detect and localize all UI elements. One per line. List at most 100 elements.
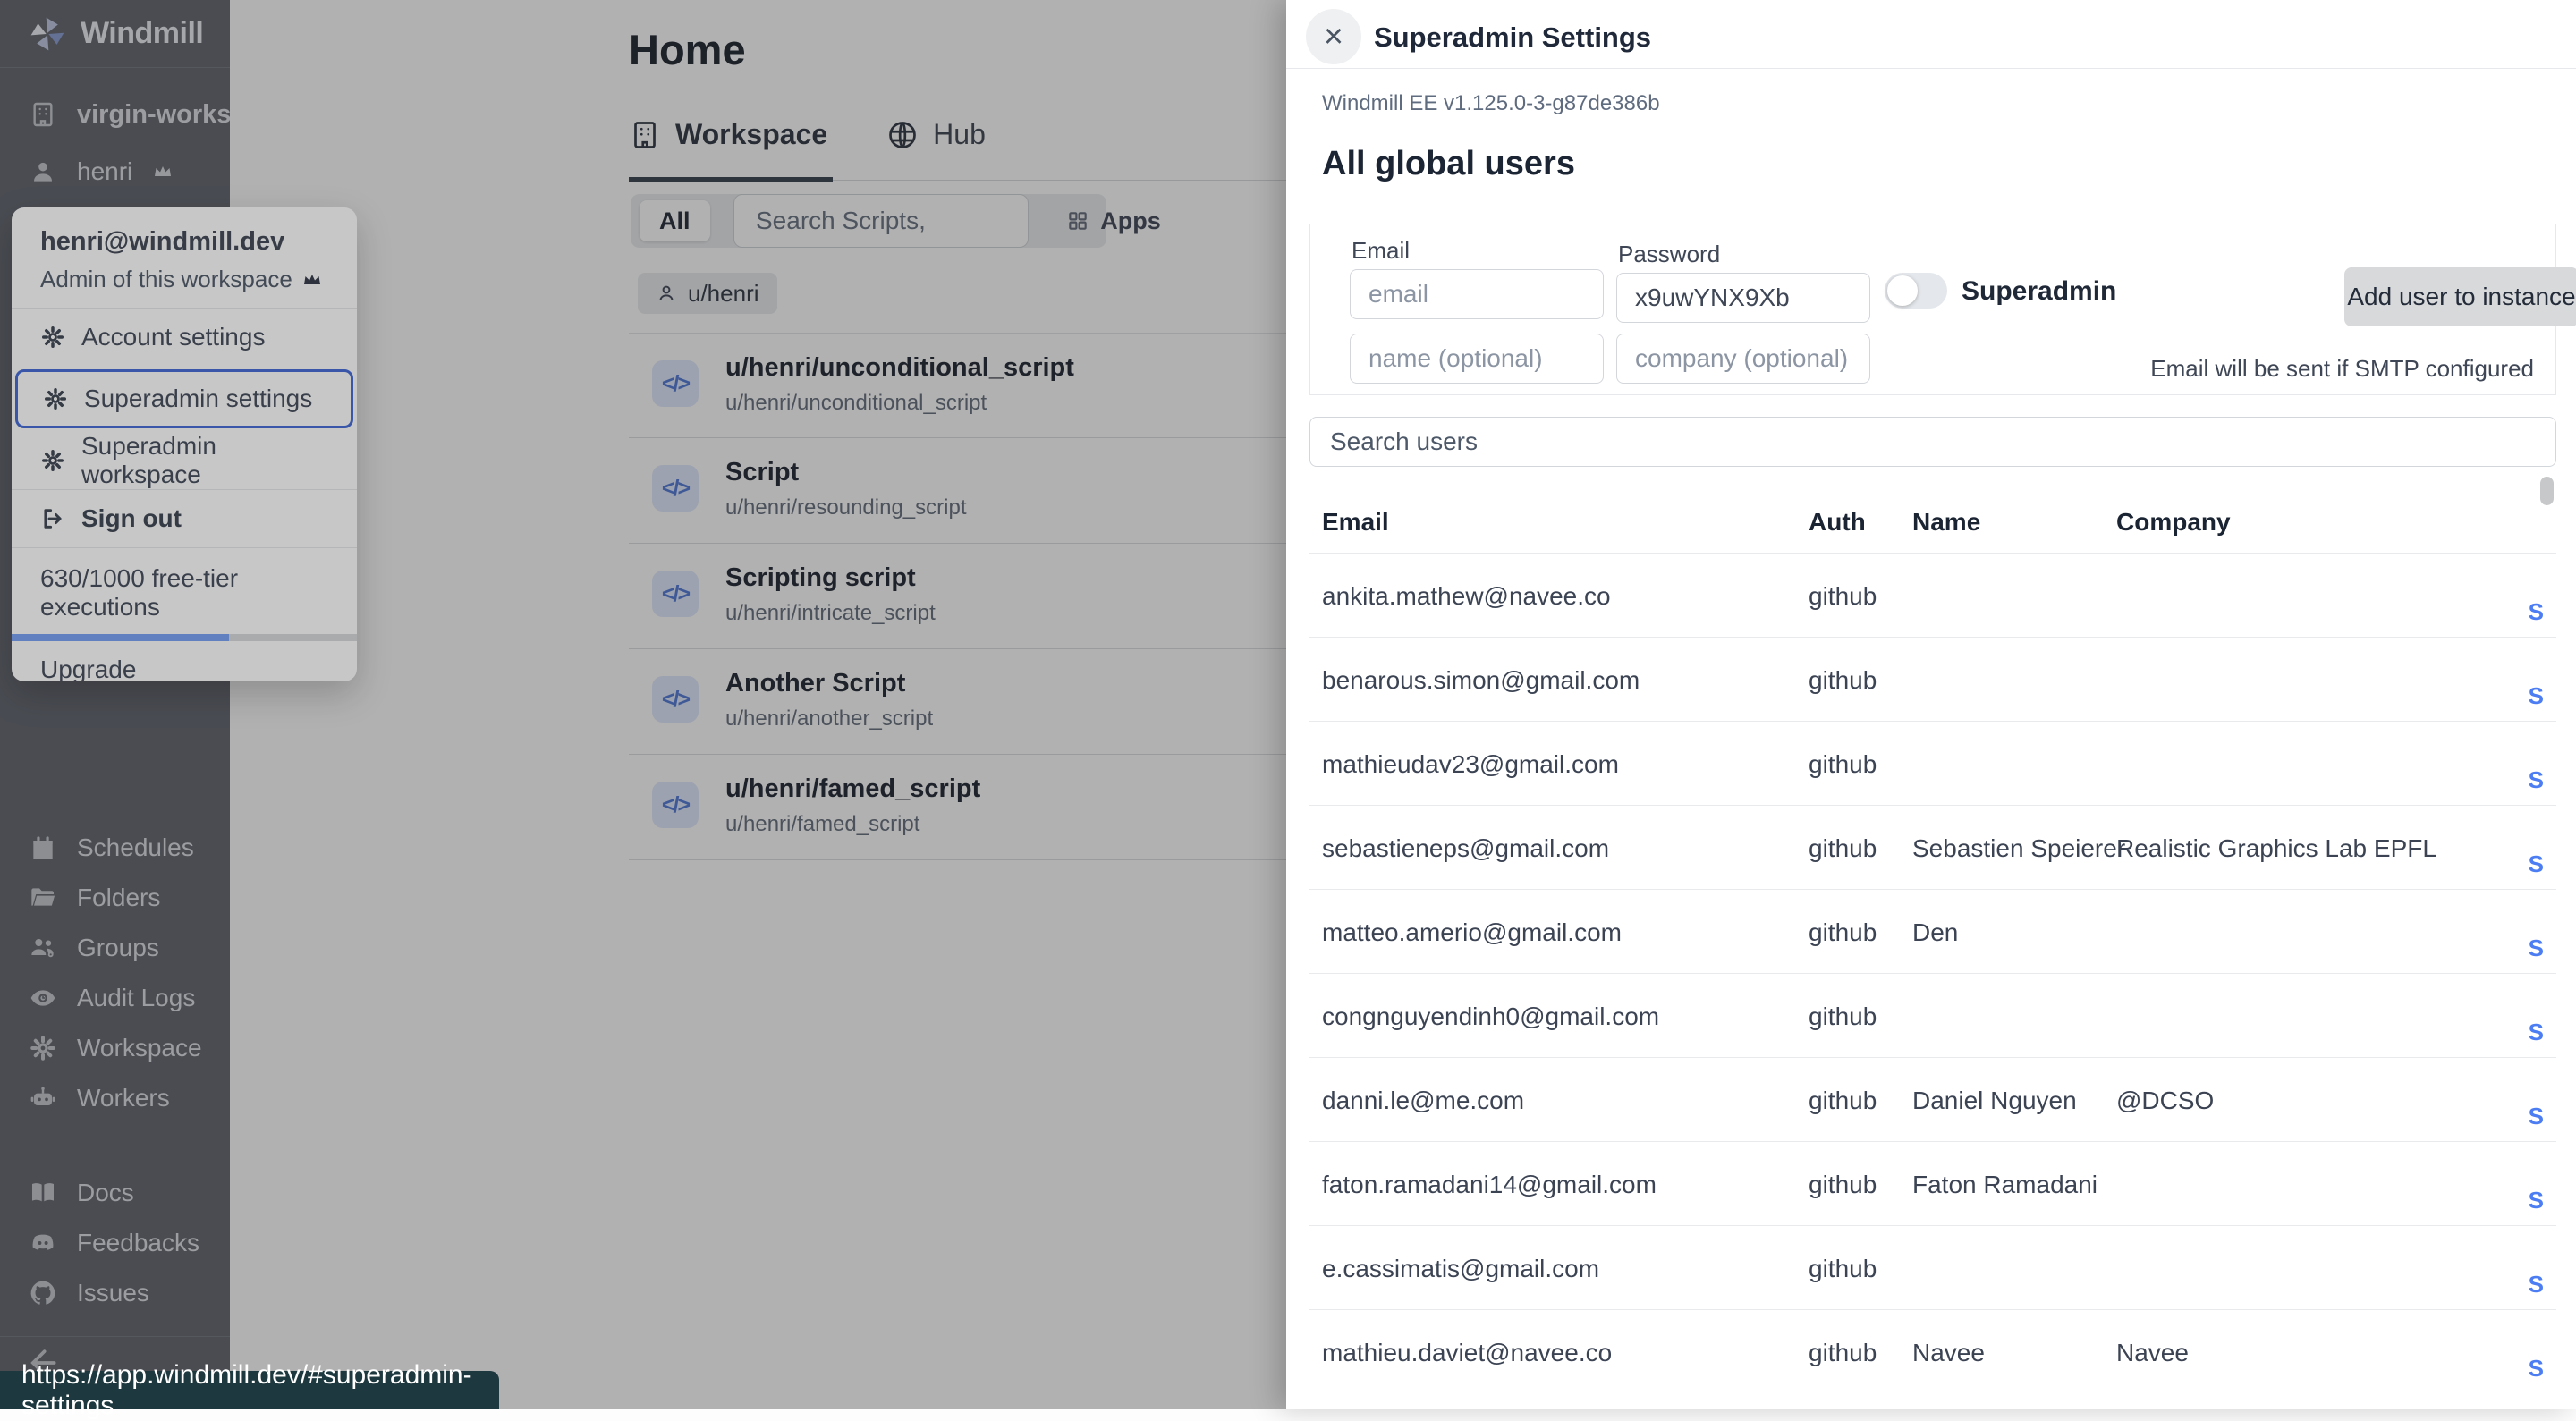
script-code-icon: </> [652, 782, 699, 828]
version-text: Windmill EE v1.125.0-3-g87de386b [1322, 91, 1660, 115]
menu-item-superadmin-settings[interactable]: Superadmin settings [15, 369, 353, 428]
sidebar-nav: Schedules Folders Groups Audit Logs Work… [0, 823, 230, 1123]
sidebar-item-issues[interactable]: Issues [0, 1268, 230, 1318]
table-row: mathieu.daviet@navee.co github Navee Nav… [1309, 1309, 2556, 1393]
menu-item-sign-out[interactable]: Sign out [12, 490, 357, 547]
building-icon [29, 100, 57, 129]
tab-workspace[interactable]: Workspace [629, 118, 827, 171]
collapse-sidebar-button[interactable] [21, 1343, 61, 1383]
script-list-item[interactable]: </> Another Script u/henri/another_scrip… [629, 649, 1398, 755]
table-row: congnguyendinh0@gmail.com github S [1309, 973, 2556, 1057]
row-action-button[interactable]: S [2528, 598, 2544, 625]
user-role: Admin of this workspace [40, 266, 328, 293]
table-row: matteo.amerio@gmail.com github Den S [1309, 889, 2556, 973]
row-action-button[interactable]: S [2528, 766, 2544, 793]
email-field[interactable] [1350, 269, 1604, 319]
row-action-button[interactable]: S [2528, 682, 2544, 709]
sidebar-item-schedules[interactable]: Schedules [0, 823, 230, 873]
user-name-cell: Navee [1912, 1339, 1985, 1366]
row-action-button[interactable]: S [2528, 1355, 2544, 1382]
status-url: https://app.windmill.dev/#superadmin-set… [21, 1359, 472, 1420]
row-action-button[interactable]: S [2528, 1187, 2544, 1214]
sign-out-icon [40, 506, 65, 531]
sidebar-item-docs[interactable]: Docs [0, 1168, 230, 1218]
menu-item-superadmin-workspace[interactable]: Superadmin workspace [12, 432, 357, 489]
sidebar-item-workers[interactable]: Workers [0, 1073, 230, 1123]
search-users-input[interactable] [1309, 417, 2556, 467]
column-header-name: Name [1912, 508, 1981, 536]
toggle-knob [1887, 275, 1918, 306]
tab-hub[interactable]: Hub [886, 118, 986, 171]
user-name-cell: Faton Ramadani [1912, 1171, 2098, 1198]
sidebar-item-feedbacks[interactable]: Feedbacks [0, 1218, 230, 1268]
user-name: henri [77, 157, 133, 185]
user-menu-header: henri@windmill.dev Admin of this workspa… [12, 207, 357, 308]
usage-counter: 630/1000 free-tier executions [40, 564, 239, 621]
script-path: u/henri/unconditional_script [725, 391, 987, 415]
menu-item-account-settings[interactable]: Account settings [12, 309, 357, 366]
app-logo[interactable]: Windmill [0, 0, 230, 68]
table-row: sebastieneps@gmail.com github Sebastien … [1309, 805, 2556, 889]
sidebar-item-audit-logs[interactable]: Audit Logs [0, 973, 230, 1023]
table-row: e.cassimatis@gmail.com github S [1309, 1225, 2556, 1309]
usage-progress-fill [12, 634, 230, 641]
user-auth-cell: github [1809, 834, 1877, 862]
superadmin-toggle[interactable] [1885, 273, 1947, 309]
scrollbar-thumb[interactable] [2540, 477, 2554, 505]
filter-all[interactable]: All [640, 200, 710, 241]
link-preview-statusbar: https://app.windmill.dev/#superadmin-set… [0, 1360, 499, 1420]
table-row: mathieudav23@gmail.com github S [1309, 721, 2556, 805]
home-tabs: Workspace Hub [629, 118, 986, 171]
password-field[interactable] [1616, 273, 1870, 323]
user-email-cell: faton.ramadani14@gmail.com [1322, 1171, 1657, 1198]
sidebar-item-groups[interactable]: Groups [0, 923, 230, 973]
row-action-button[interactable]: S [2528, 1271, 2544, 1298]
script-title: Scripting script [725, 563, 916, 592]
book-icon [29, 1179, 57, 1207]
crown-icon [152, 161, 174, 182]
script-code-icon: </> [652, 360, 699, 407]
add-user-button[interactable]: Add user to instance [2344, 267, 2576, 326]
user-email-cell: e.cassimatis@gmail.com [1322, 1255, 1600, 1282]
user-auth-cell: github [1809, 750, 1877, 778]
drawer-title: Superadmin Settings [1374, 21, 1652, 53]
search-input[interactable] [733, 194, 1029, 248]
user-menu-trigger[interactable]: henri [0, 147, 230, 197]
script-list-item[interactable]: </> u/henri/famed_script u/henri/famed_s… [629, 755, 1398, 860]
row-action-button[interactable]: S [2528, 935, 2544, 961]
row-action-button[interactable]: S [2528, 1103, 2544, 1129]
user-email-cell: ankita.mathew@navee.co [1322, 582, 1611, 610]
company-field[interactable] [1616, 334, 1870, 384]
tab-workspace-label: Workspace [675, 118, 828, 150]
user-auth-cell: github [1809, 1339, 1877, 1366]
filter-apps[interactable]: Apps [1046, 200, 1181, 241]
column-header-email: Email [1322, 508, 1389, 536]
script-list-item[interactable]: </> Scripting script u/henri/intricate_s… [629, 544, 1398, 649]
table-row: faton.ramadani14@gmail.com github Faton … [1309, 1141, 2556, 1225]
row-action-button[interactable]: S [2528, 1019, 2544, 1045]
person-icon [656, 283, 677, 304]
sidebar-item-folders[interactable]: Folders [0, 873, 230, 923]
users-table: Email Auth Name Company ankita.mathew@na… [1309, 497, 2556, 1393]
user-auth-cell: github [1809, 1255, 1877, 1282]
drawer-header-divider [1286, 68, 2576, 69]
script-list-item[interactable]: </> u/henri/unconditional_script u/henri… [629, 333, 1398, 438]
user-email-cell: matteo.amerio@gmail.com [1322, 918, 1622, 946]
name-field[interactable] [1350, 334, 1604, 384]
user-dropdown-menu: henri@windmill.dev Admin of this workspa… [12, 207, 357, 681]
row-action-button[interactable]: S [2528, 850, 2544, 877]
sidebar-item-workspace-settings[interactable]: Workspace [0, 1023, 230, 1073]
user-email-cell: benarous.simon@gmail.com [1322, 666, 1640, 694]
calendar-icon [29, 833, 57, 862]
app-title: Windmill [80, 16, 204, 50]
menu-item-upgrade[interactable]: Upgrade [40, 656, 137, 681]
password-label: Password [1618, 241, 1721, 267]
column-header-auth: Auth [1809, 508, 1866, 536]
github-icon [29, 1279, 57, 1307]
owner-chip[interactable]: u/henri [638, 273, 777, 314]
script-list-item[interactable]: </> Script u/henri/resounding_script [629, 438, 1398, 544]
tabs-border [629, 180, 1309, 181]
user-name-cell: Den [1912, 918, 1959, 946]
menu-divider [12, 547, 357, 548]
close-drawer-button[interactable]: × [1306, 9, 1361, 64]
